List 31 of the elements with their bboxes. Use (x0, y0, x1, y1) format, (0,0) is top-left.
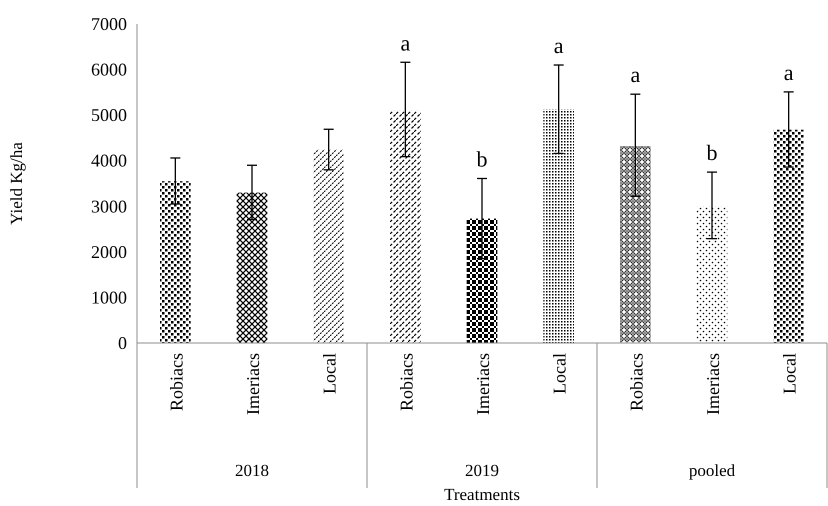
annotation: b (706, 140, 718, 166)
bar (313, 150, 344, 343)
y-tick-label: 4000 (91, 150, 127, 171)
x-tick-label: Imeriacs (473, 353, 493, 415)
x-tick-label: Robiacs (396, 353, 416, 411)
y-tick-label: 0 (118, 333, 127, 353)
y-tick-label: 1000 (91, 287, 127, 308)
x-tick-label: Imeriacs (703, 353, 723, 415)
bar (160, 181, 191, 343)
y-tick-label: 6000 (91, 60, 127, 80)
bar (236, 192, 268, 343)
annotation: a (554, 33, 564, 58)
x-tick-label: Robiacs (626, 353, 646, 411)
y-axis-title: Yield Kg/ha (7, 142, 26, 225)
x-axis-title: pooled (688, 461, 736, 480)
annotation: b (476, 146, 488, 172)
x-tick-label: Imeriacs (243, 353, 263, 415)
text: Treatments (444, 485, 520, 504)
y-tick-label: 7000 (91, 14, 127, 34)
annotation: a (630, 62, 640, 88)
x-tick-label: Local (550, 353, 570, 394)
y-tick-label: 3000 (91, 196, 127, 216)
x-tick-label: Local (320, 353, 340, 394)
y-tick-label: 5000 (91, 105, 127, 126)
x-axis-title: 2019 (465, 461, 499, 480)
x-tick-label: Robiacs (166, 353, 186, 411)
annotation: a (784, 60, 794, 85)
y-tick-label: 2000 (91, 242, 127, 262)
annotation: a (400, 30, 410, 56)
x-tick-label: Local (780, 353, 800, 394)
x-axis-title: 2018 (235, 461, 269, 480)
